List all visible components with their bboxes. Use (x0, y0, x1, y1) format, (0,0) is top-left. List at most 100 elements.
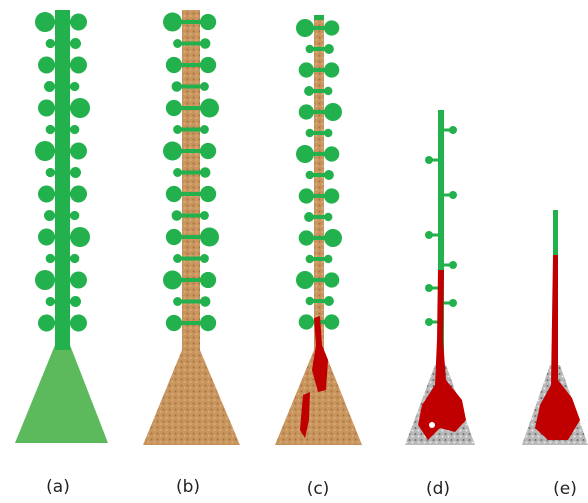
bulb (200, 167, 210, 177)
bulb (35, 12, 55, 32)
base (15, 345, 108, 443)
void (429, 422, 435, 428)
panel-label: (e) (553, 479, 577, 499)
bulb (173, 168, 182, 177)
bulb (296, 145, 314, 163)
bulb (70, 315, 87, 332)
panel-label: (c) (307, 479, 330, 499)
bulb (44, 81, 55, 92)
bulb (449, 191, 457, 199)
bulb (299, 104, 314, 119)
bulb (296, 271, 314, 289)
bulb (324, 213, 332, 221)
bulb (173, 125, 182, 134)
bulb (324, 314, 339, 329)
damage (418, 270, 466, 440)
bulb (324, 62, 339, 77)
bulb (46, 39, 55, 48)
bulb (70, 211, 79, 220)
bulb (70, 57, 87, 74)
bulb (38, 229, 55, 246)
panel-e (522, 210, 588, 445)
bulb (324, 103, 342, 121)
bulb (70, 143, 87, 160)
bulb (46, 168, 55, 177)
bulb (425, 156, 433, 164)
bulb (163, 142, 182, 161)
bulb (200, 315, 216, 331)
bulb (38, 57, 55, 74)
bulb (46, 297, 55, 306)
bulb (35, 141, 55, 161)
bulb (324, 20, 339, 35)
bulb (200, 125, 209, 134)
bulb (173, 39, 182, 48)
bulb (166, 100, 182, 116)
bulb (70, 125, 79, 134)
panel-label: (b) (176, 477, 200, 497)
stem-tip (314, 15, 324, 20)
bulb (324, 44, 334, 54)
bulb (304, 86, 314, 96)
bulb (70, 38, 81, 49)
bulb (324, 229, 342, 247)
bulb (200, 254, 209, 263)
bulb (200, 186, 216, 202)
stem (55, 10, 70, 350)
panel-c (275, 15, 362, 445)
bulb (38, 100, 55, 117)
bulb (172, 81, 182, 91)
bulb (449, 299, 457, 307)
bulb (200, 57, 216, 73)
bulb (306, 45, 314, 53)
bulb (306, 297, 314, 305)
bulb (324, 296, 334, 306)
bulb (425, 231, 433, 239)
bulb (38, 315, 55, 332)
bulb (70, 98, 90, 118)
base (143, 350, 240, 445)
bulb (38, 186, 55, 203)
bulb (200, 99, 219, 118)
damage (535, 255, 580, 440)
bulb (200, 38, 210, 48)
bulb (200, 296, 210, 306)
panel-label: (d) (426, 479, 450, 499)
bulb (324, 188, 339, 203)
panel-d (405, 110, 475, 445)
bulb (46, 125, 55, 134)
bulb (200, 211, 209, 220)
bulb (200, 272, 216, 288)
bulb (35, 270, 55, 290)
bulb (70, 82, 79, 91)
panel-a (15, 10, 108, 443)
bulb (44, 210, 55, 221)
bulb (324, 170, 334, 180)
bulb (324, 87, 332, 95)
panel-b (143, 10, 240, 445)
bulb (173, 297, 182, 306)
bulb (324, 129, 332, 137)
bulb (306, 255, 314, 263)
bulb (425, 284, 433, 292)
bulb (299, 230, 314, 245)
bulb (70, 296, 81, 307)
bulb (163, 271, 182, 290)
bulb (166, 229, 182, 245)
bulb (324, 255, 332, 263)
bulb (296, 19, 314, 37)
bulb (200, 228, 219, 247)
bulb (70, 186, 87, 203)
bulb (306, 129, 314, 137)
bulb (70, 14, 87, 31)
bulb (70, 272, 87, 289)
stem (314, 15, 324, 355)
bulb (324, 272, 339, 287)
bulb (306, 171, 314, 179)
bulb (173, 254, 182, 263)
bulb (200, 143, 216, 159)
bulb (299, 62, 314, 77)
bulb (304, 212, 314, 222)
figure: (a) (b) (c) (d) (e) (0, 0, 588, 503)
bulb (299, 314, 314, 329)
